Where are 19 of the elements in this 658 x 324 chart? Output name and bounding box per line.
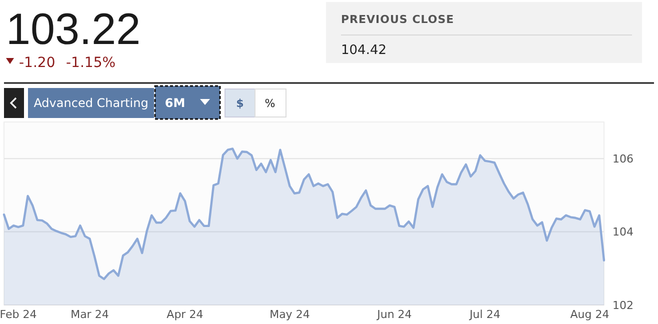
y-tick-label: 102 <box>612 298 634 312</box>
x-tick-label: Jun 24 <box>376 308 412 321</box>
x-tick-label: Jul 24 <box>468 308 500 321</box>
text: 6M <box>164 96 186 110</box>
text: 104.42 <box>341 43 386 58</box>
y-tick-label: 104 <box>612 226 634 239</box>
text: PREVIOUS CLOSE <box>341 13 454 26</box>
text: -1.20 <box>19 55 56 71</box>
x-tick-label: Mar 24 <box>70 308 109 321</box>
x-tick-label: Apr 24 <box>166 308 204 321</box>
y-tick-label: 106 <box>612 152 634 166</box>
x-tick-label: May 24 <box>270 308 310 321</box>
text: $ <box>236 97 244 110</box>
x-tick-label: Feb 24 <box>0 308 37 321</box>
x-tick-label: Aug 24 <box>570 308 610 321</box>
text: 103.22 <box>6 5 141 54</box>
text: Advanced Charting <box>34 96 148 110</box>
text: -1.15% <box>66 55 116 71</box>
text: % <box>264 97 276 110</box>
